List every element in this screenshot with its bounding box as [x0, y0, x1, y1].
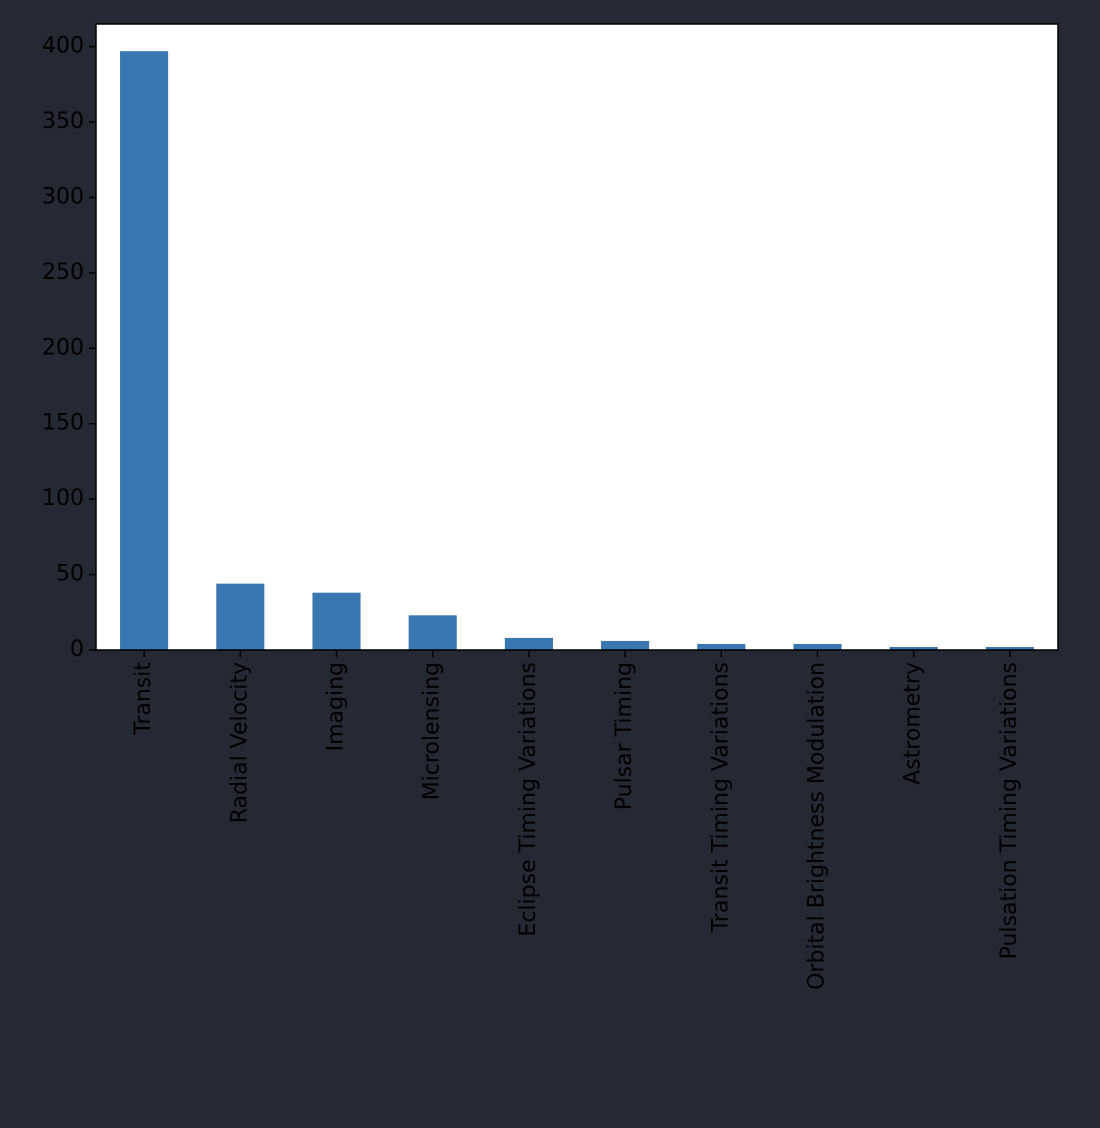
y-tick-label: 400 [42, 34, 84, 59]
plot-frame [95, 23, 1059, 651]
y-tick-label: 50 [56, 562, 84, 587]
x-tick-label: Transit [131, 662, 156, 736]
x-tick-label: Orbital Brightness Modulation [805, 662, 830, 990]
y-tick-label: 0 [70, 637, 84, 662]
bar-pulsation-timing-variations [985, 646, 1034, 650]
y-tick-label: 300 [42, 184, 84, 209]
bar-pulsar-timing [601, 640, 650, 650]
y-tick-label: 200 [42, 335, 84, 360]
y-tick-label: 150 [42, 411, 84, 436]
x-tick-label: Pulsation Timing Variations [997, 662, 1022, 959]
x-axis: Transit Radial Velocity Imaging Microlensin… [131, 650, 1022, 990]
plot-area [96, 24, 1058, 650]
bars-group [120, 51, 1034, 651]
x-tick-label: Imaging [324, 662, 349, 751]
bar-transit [120, 51, 169, 651]
x-tick-label: Pulsar Timing [612, 662, 637, 810]
x-tick-label: Radial Velocity [227, 662, 252, 823]
bar-orbital-brightness-modulation [793, 643, 842, 650]
bar-imaging [312, 592, 361, 650]
y-tick-label: 100 [42, 486, 84, 511]
y-tick-label: 250 [42, 260, 84, 285]
bar-transit-timing-variations [697, 643, 746, 650]
x-tick-label: Astrometry [901, 662, 926, 785]
x-tick-label: Transit Timing Variations [708, 662, 733, 933]
y-tick-label: 350 [42, 109, 84, 134]
bar-eclipse-timing-variations [504, 637, 553, 650]
y-axis: 0 50 100 150 200 250 300 350 400 [42, 34, 96, 662]
x-tick-label: Eclipse Timing Variations [516, 662, 541, 937]
x-tick-label: Microlensing [420, 662, 445, 800]
bar-astrometry [889, 646, 938, 650]
bar-microlensing [408, 615, 457, 650]
bar-radial-velocity [216, 583, 265, 650]
